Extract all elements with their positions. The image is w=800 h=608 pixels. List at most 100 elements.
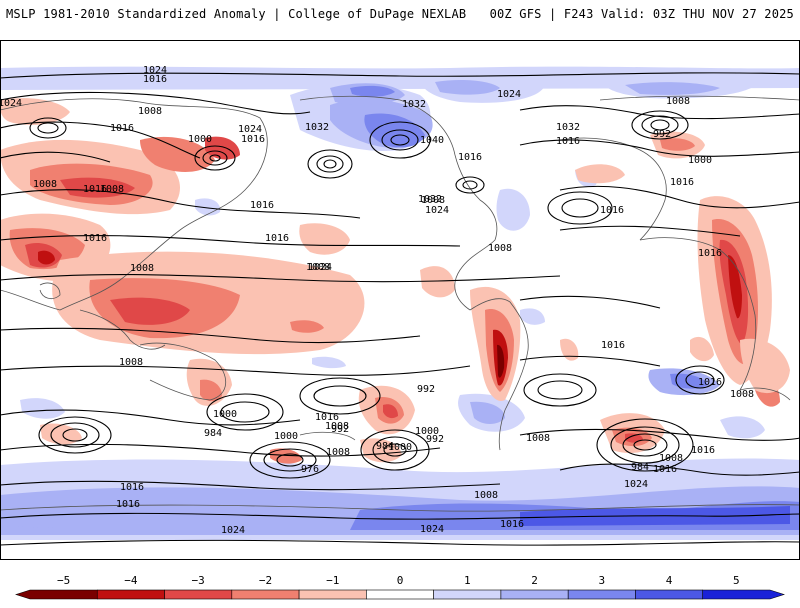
isobar-label: 992	[417, 384, 435, 395]
isobar-line	[519, 355, 661, 367]
isobar-line	[0, 443, 441, 457]
anomaly-region	[720, 416, 765, 439]
isobar-label: 1016	[601, 340, 625, 351]
coastline	[739, 387, 791, 401]
isobar-contour	[50, 422, 100, 448]
isobar-value: 1016	[83, 233, 107, 244]
isobar-label: 1016	[83, 184, 107, 195]
anomaly-region	[420, 266, 455, 298]
isobar-contour	[383, 443, 407, 457]
isobar-label: 1016	[691, 445, 715, 456]
isobar-label: 1008	[325, 421, 349, 432]
isobar-line	[0, 365, 471, 376]
isobar-value: 1024	[0, 98, 22, 109]
isobar-value: 1024	[221, 525, 245, 536]
isobar-value: 1000	[188, 134, 212, 145]
colorbar-tick-label: 0	[397, 574, 404, 587]
isobar-label: 1024	[420, 524, 444, 535]
isobar-value: 1032	[305, 122, 329, 133]
isobar-value: 1008	[306, 262, 330, 273]
colorbar-tick-label: 3	[599, 574, 606, 587]
isobar-value: 992	[426, 434, 444, 445]
isobar-label: 1008	[421, 195, 445, 206]
anomaly-region	[110, 297, 190, 325]
isobar-label: 1000	[274, 431, 298, 442]
isobar-value: 1024	[238, 124, 262, 135]
isobar-label: 1032	[305, 122, 329, 133]
isobar-contour	[462, 180, 478, 190]
colorbar-segment	[298, 589, 367, 600]
header-bar: MSLP 1981-2010 Standardized Anomaly | Co…	[0, 0, 800, 34]
isobar-label: 1016	[458, 152, 482, 163]
isobar-label: 1008	[326, 447, 350, 458]
isobar-value: 1008	[659, 453, 683, 464]
coastline	[299, 431, 356, 441]
isobar-label: 1008	[474, 490, 498, 501]
isobar-line	[0, 273, 561, 283]
isobar-label: 1016	[315, 412, 339, 423]
isobar-value: 1008	[119, 357, 143, 368]
isobar-value: 1008	[730, 389, 754, 400]
isobar-value: 984	[631, 462, 649, 473]
isobar-line	[0, 539, 800, 546]
isobar-label: 1016	[110, 123, 134, 134]
isobar-label: 1016	[698, 248, 722, 259]
isobar-label: 976	[301, 464, 319, 475]
isobar-value: 1016	[120, 482, 144, 493]
colorbar-segment	[433, 589, 502, 600]
isobar-value: 1008	[138, 106, 162, 117]
isobar-contour	[313, 385, 367, 407]
isobar-contour	[631, 110, 689, 140]
isobar-label: 1016	[83, 233, 107, 244]
colorbar-segment	[635, 589, 704, 600]
isobar-contour	[299, 377, 381, 415]
isobar-value: 984	[376, 441, 394, 452]
isobar-contour	[381, 129, 419, 151]
isobar-value: 1016	[698, 248, 722, 259]
isobar-label: 1008	[33, 179, 57, 190]
isobar-label: 1016	[143, 74, 167, 85]
anomaly-region	[312, 356, 346, 369]
anomaly-region	[0, 66, 800, 90]
colorbar-segment	[567, 589, 636, 600]
anomaly-region	[728, 255, 742, 319]
anomaly-region	[200, 379, 222, 402]
isobar-line	[0, 151, 111, 163]
isobar-value: 976	[301, 464, 319, 475]
isobar-label: 984	[631, 462, 649, 473]
isobar-label: 1008	[666, 96, 690, 107]
isobar-value: 1016	[556, 136, 580, 147]
isobar-line	[519, 295, 661, 309]
isobar-contour	[249, 441, 331, 479]
isobar-value: 992	[653, 129, 671, 140]
colorbar-tick-label: 4	[666, 574, 673, 587]
isobar-value: 984	[204, 428, 222, 439]
colorbar-ticks: −5 −4 −3 −2 −1 0 1 2 3 4 5	[57, 574, 740, 587]
anomaly-region	[520, 308, 545, 325]
isobar-value: 1016	[116, 499, 140, 510]
isobar-contour	[206, 393, 284, 431]
isobar-contour	[307, 149, 353, 179]
coastline	[39, 282, 61, 300]
anomaly-region	[497, 344, 505, 378]
colorbar-tick-label: −4	[124, 574, 138, 587]
isobar-line	[0, 327, 421, 344]
isobar-label: 1008	[119, 357, 143, 368]
anomaly-region	[20, 398, 65, 419]
isobar-value: 1008	[33, 179, 57, 190]
coastline	[559, 137, 667, 241]
anomaly-map: 1024101610081016100010241016103210321040…	[0, 40, 800, 560]
anomaly-region	[575, 164, 625, 184]
isobar-value: 1016	[315, 412, 339, 423]
colorbar-tick-label: 5	[733, 574, 740, 587]
isobar-label: 1016	[265, 233, 289, 244]
isobar-label: 984	[204, 428, 222, 439]
isobar-line	[0, 234, 461, 247]
coastline	[299, 95, 498, 311]
coastline	[469, 298, 529, 451]
isobar-value: 1016	[241, 134, 265, 145]
colorbar-tick-label: 1	[464, 574, 471, 587]
isobar-value: 992	[331, 424, 349, 435]
isobar-label: 1000	[415, 426, 439, 437]
isobar-contour	[596, 418, 694, 472]
